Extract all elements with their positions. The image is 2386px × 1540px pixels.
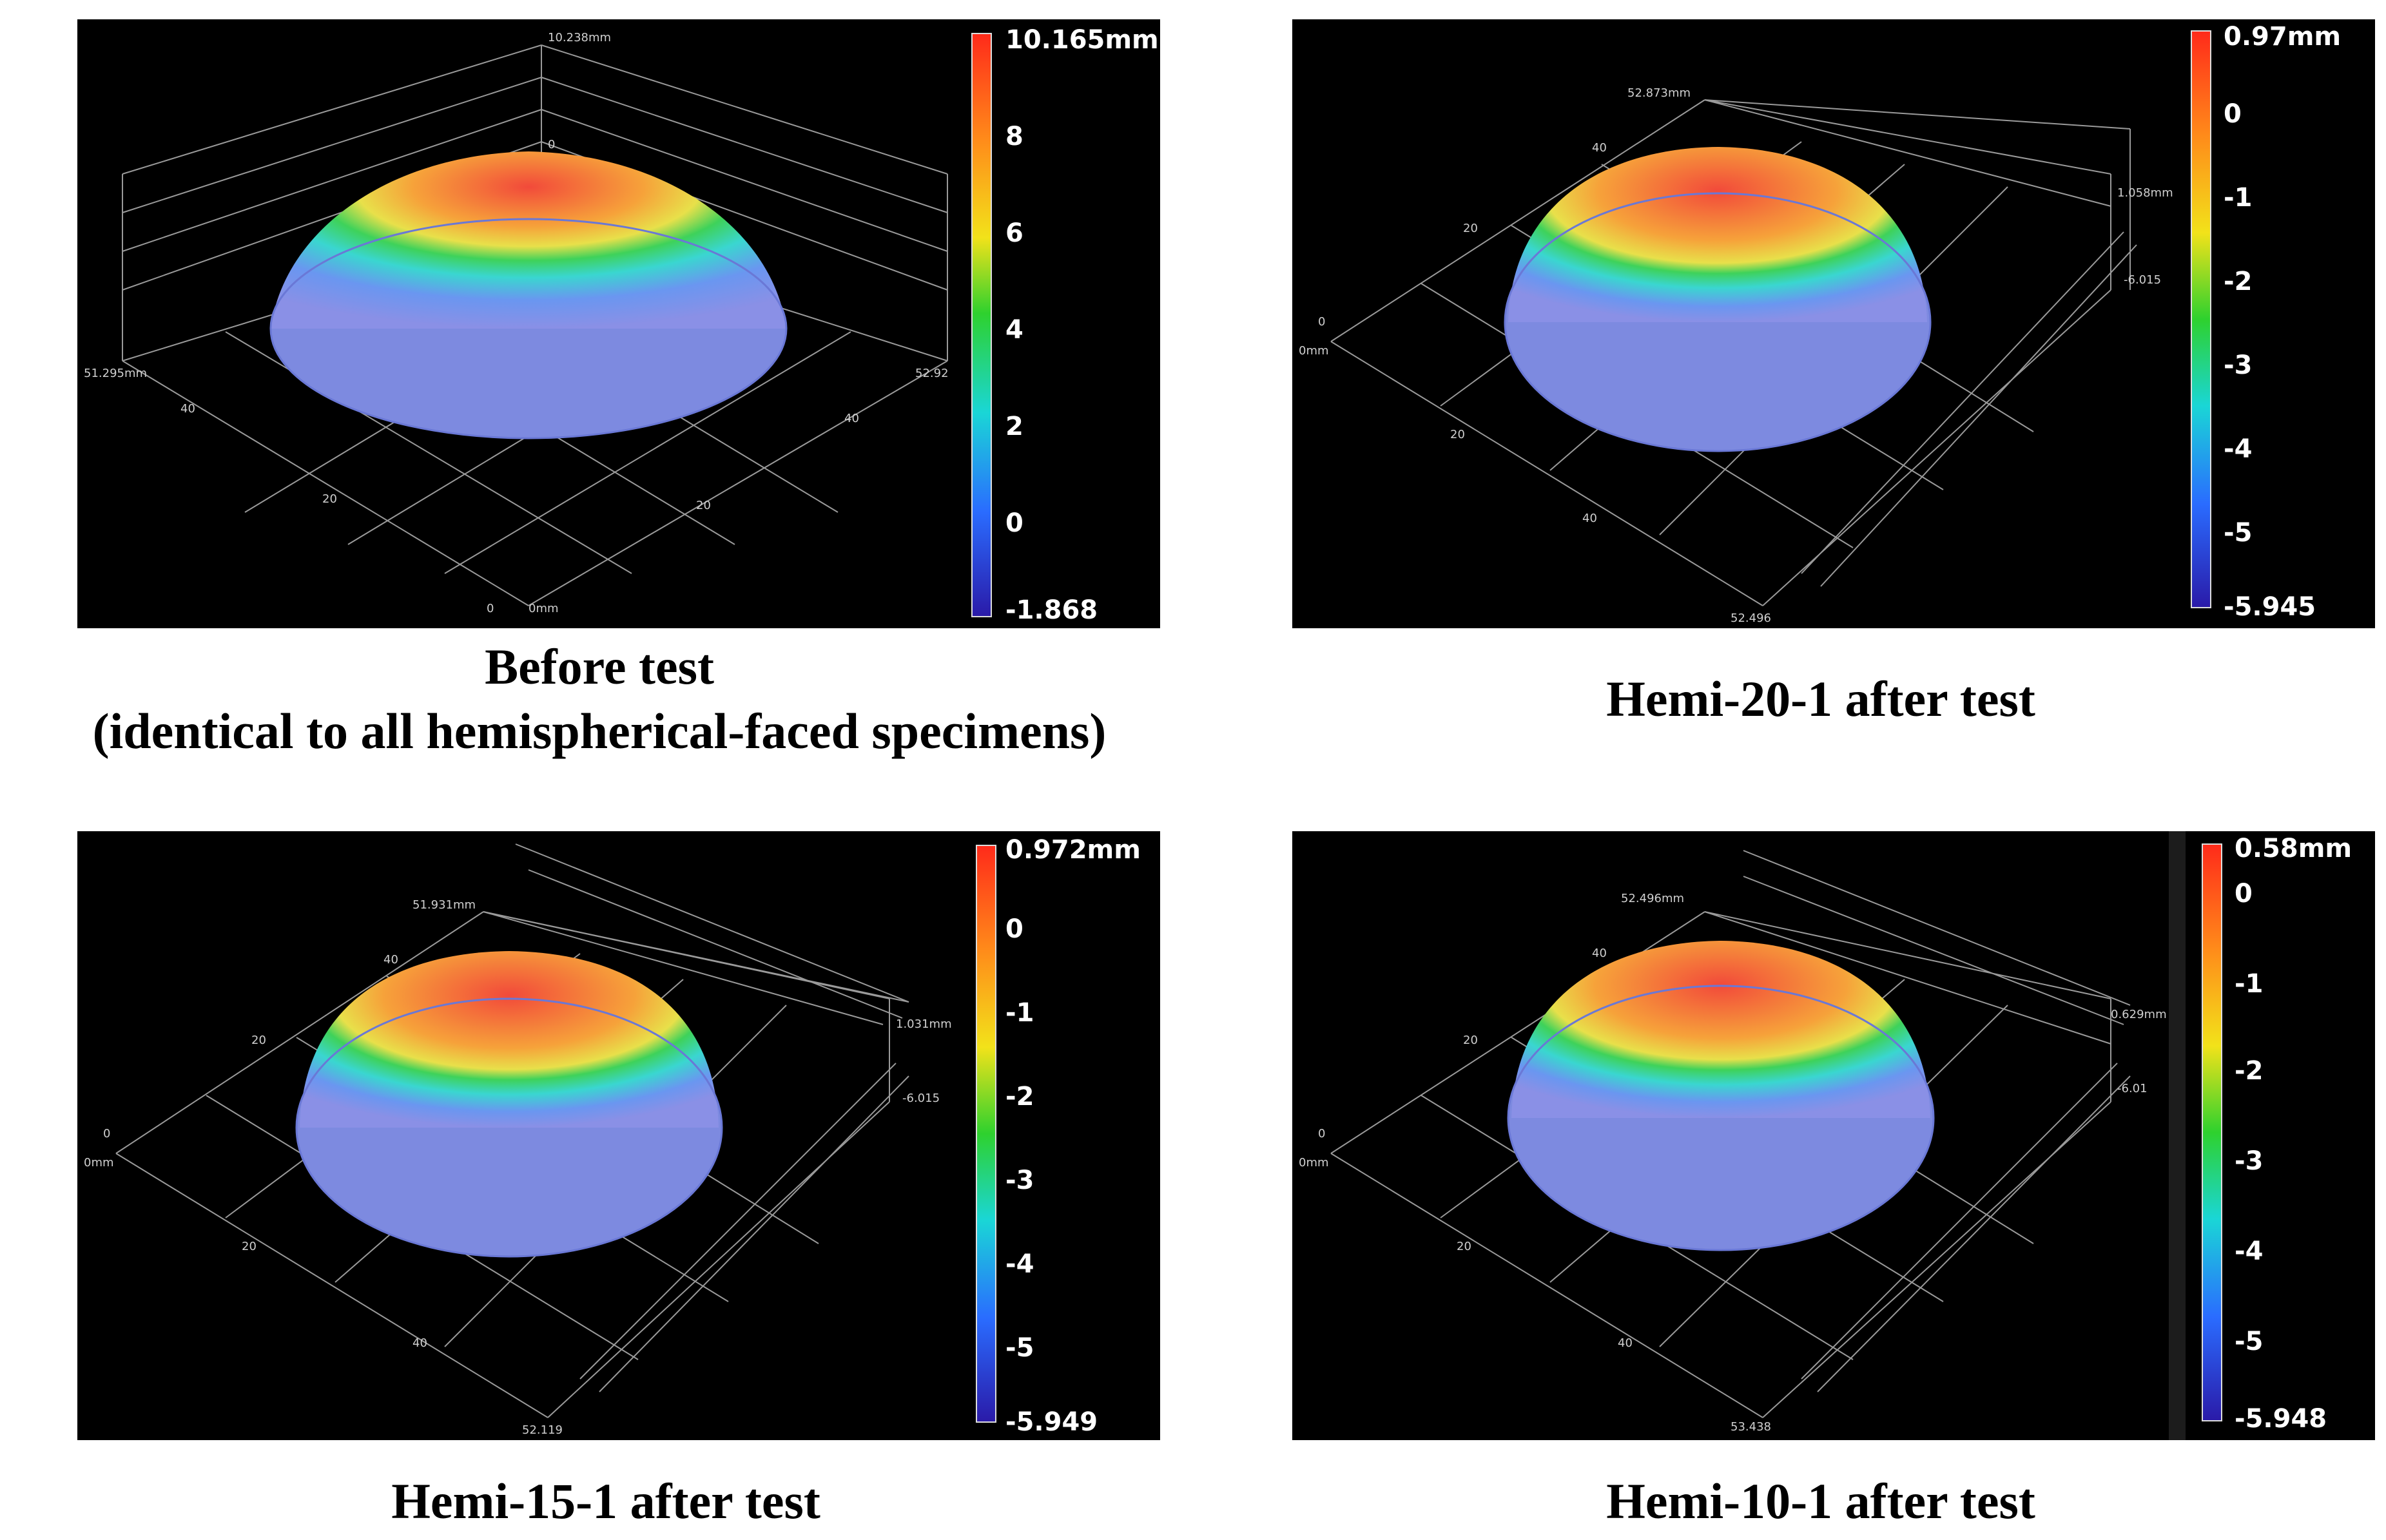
colorbar-label: -5.948	[2235, 1404, 2327, 1434]
colorbar-label: -5	[2235, 1327, 2263, 1356]
colorbar-label: -4	[2235, 1237, 2263, 1266]
caption-hemi-20-1: Hemi-20-1 after test	[1292, 667, 2349, 731]
axis-label: 51.931mm	[412, 898, 476, 912]
colorbar-label: -1	[2224, 183, 2252, 213]
axis-label: 40	[180, 402, 195, 416]
axis-label: -6.015	[902, 1092, 940, 1105]
axis-label: 51.295mm	[84, 367, 147, 380]
axis-label: 40	[1592, 141, 1607, 155]
axis-label: 20	[1457, 1240, 1471, 1253]
colorbar-label: -2	[2235, 1056, 2263, 1086]
colorbar-label: -5	[2224, 518, 2252, 548]
colorbar-label: 4	[1005, 315, 1023, 345]
axis-label: 10.238mm	[548, 31, 611, 44]
colorbar-label: 6	[1005, 218, 1023, 248]
colorbar-label: -5.949	[1005, 1407, 1098, 1437]
colorbar-label: -1	[1005, 998, 1034, 1028]
axis-label: 52.92	[915, 367, 949, 380]
colorbar	[2202, 843, 2222, 1421]
surface-scan-before-test: 10.238mm 0 51.295mm 52.92 40 40 20 20 0 …	[77, 19, 1160, 628]
colorbar-label: 0.97mm	[2224, 22, 2341, 52]
axis-label: 20	[242, 1240, 257, 1253]
caption-hemi-15-1: Hemi-15-1 after test	[77, 1469, 1134, 1534]
axis-label: 20	[322, 492, 337, 506]
axis-label: 1.031mm	[896, 1017, 952, 1031]
colorbar-label: 0.58mm	[2235, 834, 2352, 863]
colorbar-label: -4	[2224, 434, 2252, 464]
caption-line: Hemi-15-1 after test	[391, 1473, 820, 1529]
colorbar-label: 2	[1005, 412, 1023, 441]
colorbar-label: 10.165mm	[1005, 25, 1159, 55]
axis-label: 0	[1318, 1127, 1325, 1141]
axis-label: 40	[1582, 512, 1597, 525]
axis-label: 0	[548, 138, 555, 151]
axis-label: 40	[1592, 947, 1607, 960]
surface-scan-hemi-10-1: 52.496mm 40 20 0 0mm 20 40 53.438 0.629m…	[1292, 831, 2375, 1440]
colorbar-label: -1	[2235, 969, 2263, 999]
axis-label: 40	[1618, 1336, 1633, 1350]
axis-label: 0.629mm	[2111, 1008, 2167, 1021]
surface-scan-hemi-15-1: 51.931mm 40 20 0 0mm 20 40 52.119 1.031m…	[77, 831, 1160, 1440]
colorbar-label: 0	[2224, 99, 2242, 129]
axis-label: 52.873mm	[1627, 86, 1691, 100]
colorbar-label: -2	[2224, 267, 2252, 296]
axis-label: 0	[103, 1127, 110, 1141]
caption-before-test: Before test (identical to all hemispheri…	[0, 635, 1199, 764]
axis-label: 53.438	[1731, 1420, 1771, 1434]
colorbar-label: -5.945	[2224, 592, 2316, 622]
axis-label: 20	[1463, 1034, 1478, 1047]
colorbar-label: -5	[1005, 1333, 1034, 1363]
axis-label: 0mm	[1299, 1156, 1329, 1169]
axis-label: 20	[696, 499, 711, 512]
axis-label: 0mm	[84, 1156, 114, 1169]
caption-line: Hemi-10-1 after test	[1606, 1473, 2035, 1529]
axis-label: -6.01	[2117, 1082, 2148, 1095]
colorbar-label: 0	[2235, 879, 2253, 909]
axis-label: 1.058mm	[2117, 186, 2173, 200]
axis-label: 0	[1318, 315, 1325, 329]
colorbar	[976, 845, 996, 1423]
axis-label: 40	[844, 412, 859, 425]
colorbar-label: -3	[2235, 1146, 2263, 1176]
axis-label: 20	[251, 1034, 266, 1047]
colorbar-label: -3	[1005, 1166, 1034, 1195]
colorbar	[971, 33, 992, 617]
axis-label: 52.496mm	[1621, 892, 1684, 905]
caption-hemi-10-1: Hemi-10-1 after test	[1292, 1469, 2349, 1534]
axis-label: 52.496	[1731, 611, 1771, 625]
axis-label: 40	[383, 953, 398, 967]
colorbar	[2191, 30, 2211, 608]
axis-label: 40	[412, 1336, 427, 1350]
caption-line: Before test	[485, 639, 714, 695]
axis-label: 0	[487, 602, 494, 615]
colorbar-label: 8	[1005, 122, 1023, 151]
colorbar-label: 0.972mm	[1005, 835, 1141, 865]
axis-label: 20	[1450, 428, 1465, 441]
axis-label: 52.119	[522, 1423, 563, 1437]
surface-scan-hemi-20-1: 52.873mm 40 20 0 0mm 20 40 52.496 1.058m…	[1292, 19, 2375, 628]
colorbar-label: 0	[1005, 508, 1023, 538]
colorbar-label: 0	[1005, 914, 1023, 944]
caption-line: (identical to all hemispherical-faced sp…	[92, 703, 1107, 759]
caption-line: Hemi-20-1 after test	[1606, 671, 2035, 727]
colorbar-label: -3	[2224, 351, 2252, 380]
axis-label: -6.015	[2124, 273, 2161, 287]
axis-label: 0mm	[529, 602, 559, 615]
axis-label: 20	[1463, 222, 1478, 235]
colorbar-label: -4	[1005, 1249, 1034, 1279]
colorbar-label: -2	[1005, 1082, 1034, 1112]
colorbar-label: -1.868	[1005, 595, 1098, 625]
axis-label: 0mm	[1299, 344, 1329, 358]
